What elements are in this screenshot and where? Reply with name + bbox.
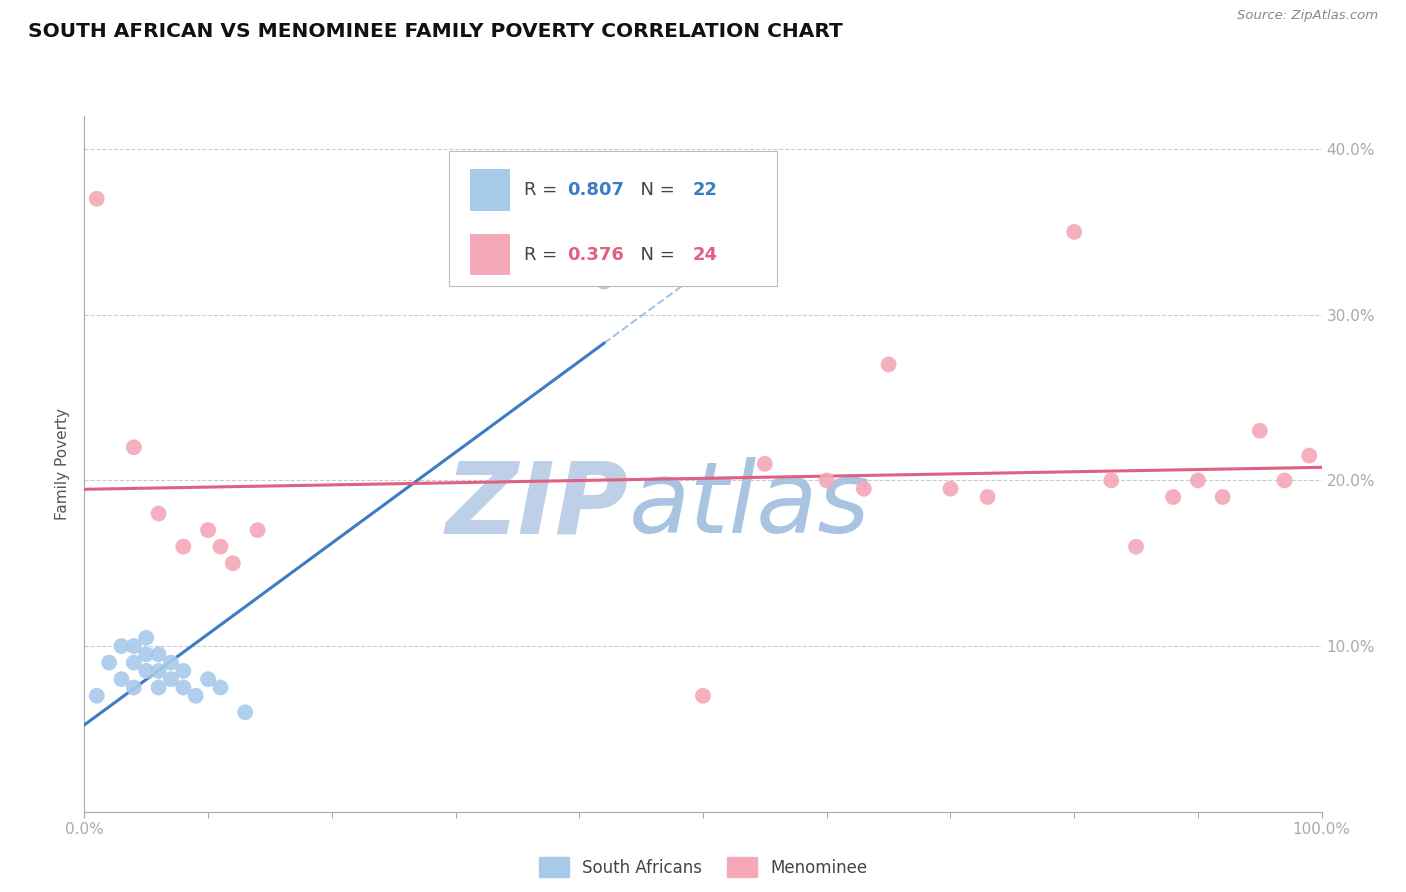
Point xyxy=(160,656,183,670)
Text: 22: 22 xyxy=(693,181,718,199)
Point xyxy=(246,523,269,537)
Point xyxy=(122,639,145,653)
Point xyxy=(197,672,219,686)
Point xyxy=(222,556,245,570)
Point xyxy=(692,689,714,703)
Point xyxy=(122,681,145,695)
Point xyxy=(135,648,157,662)
Point xyxy=(172,664,194,678)
Point xyxy=(148,681,170,695)
Point xyxy=(976,490,998,504)
Point xyxy=(815,474,838,488)
Point xyxy=(1249,424,1271,438)
Text: N =: N = xyxy=(628,181,681,199)
Point xyxy=(160,672,183,686)
Point xyxy=(98,656,121,670)
Text: ZIP: ZIP xyxy=(446,457,628,554)
Point xyxy=(1161,490,1184,504)
Point xyxy=(197,523,219,537)
Point xyxy=(1099,474,1122,488)
Text: R =: R = xyxy=(523,181,562,199)
Point xyxy=(877,358,900,372)
Point xyxy=(209,681,232,695)
Text: 24: 24 xyxy=(693,245,718,264)
Point xyxy=(852,482,875,496)
Point xyxy=(1187,474,1209,488)
FancyBboxPatch shape xyxy=(471,169,510,211)
Point xyxy=(593,275,616,289)
Text: 0.376: 0.376 xyxy=(567,245,624,264)
Point xyxy=(86,192,108,206)
Point xyxy=(172,681,194,695)
Point xyxy=(86,689,108,703)
Y-axis label: Family Poverty: Family Poverty xyxy=(55,408,70,520)
Text: atlas: atlas xyxy=(628,457,870,554)
Point xyxy=(172,540,194,554)
Point xyxy=(122,656,145,670)
Point xyxy=(1063,225,1085,239)
Point xyxy=(1274,474,1296,488)
Point xyxy=(148,664,170,678)
FancyBboxPatch shape xyxy=(471,234,510,276)
Text: Source: ZipAtlas.com: Source: ZipAtlas.com xyxy=(1237,9,1378,22)
Point xyxy=(110,639,132,653)
Point xyxy=(1298,449,1320,463)
Point xyxy=(754,457,776,471)
Text: 0.807: 0.807 xyxy=(567,181,624,199)
Point xyxy=(209,540,232,554)
Point xyxy=(110,672,132,686)
Legend: South Africans, Menominee: South Africans, Menominee xyxy=(531,851,875,883)
Point xyxy=(135,631,157,645)
Text: SOUTH AFRICAN VS MENOMINEE FAMILY POVERTY CORRELATION CHART: SOUTH AFRICAN VS MENOMINEE FAMILY POVERT… xyxy=(28,22,842,41)
Point xyxy=(233,706,256,720)
Point xyxy=(184,689,207,703)
Text: N =: N = xyxy=(628,245,681,264)
Point xyxy=(148,507,170,521)
Point xyxy=(135,664,157,678)
Point xyxy=(122,440,145,454)
Point xyxy=(1125,540,1147,554)
Point xyxy=(939,482,962,496)
FancyBboxPatch shape xyxy=(450,151,778,286)
Point xyxy=(148,648,170,662)
Point xyxy=(1212,490,1234,504)
Text: R =: R = xyxy=(523,245,562,264)
